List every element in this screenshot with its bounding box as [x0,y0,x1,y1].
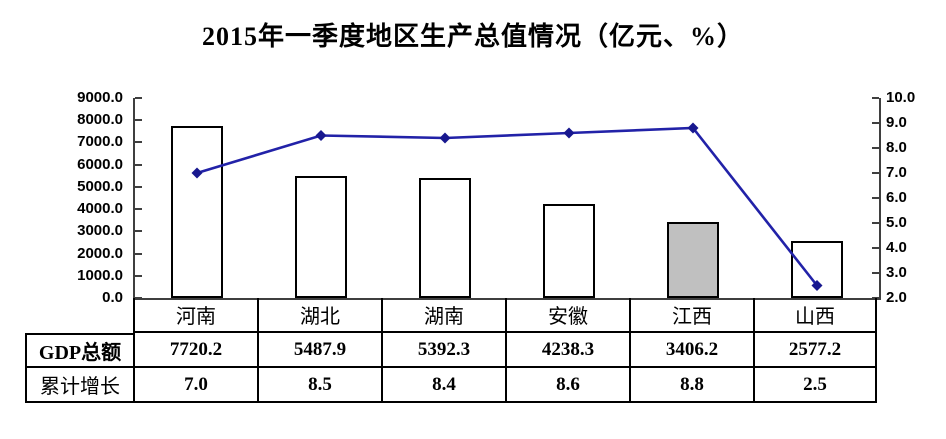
growth-cell-anhui: 8.6 [505,368,629,403]
left-axis-tick [135,185,142,188]
gdp-cell-hunan: 5392.3 [381,333,505,368]
left-axis-tick-label: 9000.0 [77,89,123,106]
left-axis-tick [135,230,142,233]
gdp-cell-anhui: 4238.3 [505,333,629,368]
left-axis-tick-label: 3000.0 [77,222,123,240]
left-axis-tick-label: 6000.0 [77,155,123,173]
right-axis-tick-label: 4.0 [886,239,907,256]
gdp-bar-henan [171,126,223,298]
table-col-header-shanxi: 山西 [753,298,877,333]
row-label-gdp-total: GDP总额 [25,333,133,368]
left-axis-tick [135,97,142,99]
left-axis-tick [135,119,142,122]
growth-line [196,126,819,287]
left-axis-tick-label: 8000.0 [77,111,123,129]
right-axis-tick-label: 7.0 [886,164,907,181]
gdp-cell-shanxi: 2577.2 [753,333,877,368]
gdp-bar-anhui [543,203,595,298]
growth-cell-shanxi: 2.5 [753,368,877,403]
left-axis-tick [135,274,142,277]
right-axis-tick-label: 3.0 [886,264,907,281]
data-table: 河南 湖北 湖南 安徽 江西 山西 GDP总额 7720.2 5487.9 5392.3 4238.… [25,298,879,405]
right-axis-tick [872,222,879,224]
plot-area [133,97,881,300]
row-label-cumulative-growth: 累计增长 [25,368,133,403]
chart-title: 2015年一季度地区生产总值情况（亿元、%） [201,22,744,51]
gdp-bar-hubei [295,176,347,298]
right-axis-tick-label: 2.0 [886,289,907,306]
right-axis-tick [872,97,879,99]
left-axis-tick [135,141,142,144]
right-axis-tick-label: 6.0 [886,189,907,206]
growth-marker-hubei [315,130,327,141]
growth-line-layer [191,122,823,291]
right-axis-tick [872,122,879,124]
left-axis-tick [135,297,142,299]
table-col-header-hubei: 湖北 [257,298,381,333]
growth-marker-jiangxi [687,122,699,134]
right-axis-tick [872,147,879,149]
table-col-header-anhui: 安徽 [505,298,629,333]
growth-cell-henan: 7.0 [133,368,257,403]
table-col-header-henan: 河南 [133,298,257,333]
gdp-bar-shanxi [791,240,843,298]
right-axis-tick-label: 10.0 [886,89,916,106]
right-axis-tick [872,197,879,199]
left-axis-tick-label: 7000.0 [77,133,123,151]
growth-marker-anhui [563,127,575,139]
growth-cell-hunan: 8.4 [381,368,505,403]
growth-cell-hubei: 8.5 [257,368,381,403]
gdp-cell-henan: 7720.2 [133,333,257,368]
gdp-bar-hunan [419,178,471,298]
table-col-header-hunan: 湖南 [381,298,505,333]
left-axis-tick [135,208,142,211]
right-axis-tick [872,247,879,249]
growth-marker-hunan [439,132,451,144]
left-axis-tick [135,252,142,255]
gdp-cell-hubei: 5487.9 [257,333,381,368]
left-axis-tick [135,163,142,166]
gdp-bar-jiangxi [667,222,719,298]
right-axis-tick [872,272,879,274]
left-axis-tick-label: 5000.0 [77,177,123,195]
right-axis-tick-label: 8.0 [886,139,907,156]
gdp-cell-jiangxi: 3406.2 [629,333,753,368]
right-axis-tick-label: 5.0 [886,214,907,231]
growth-cell-jiangxi: 8.8 [629,368,753,403]
left-axis-tick-label: 2000.0 [77,244,123,262]
right-axis-tick [872,172,879,174]
left-axis-tick-label: 4000.0 [77,200,123,218]
right-axis-tick-label: 9.0 [886,114,907,131]
table-col-header-jiangxi: 江西 [629,298,753,333]
left-axis-tick-label: 0.0 [102,289,123,306]
left-axis-tick-label: 1000.0 [77,266,123,284]
